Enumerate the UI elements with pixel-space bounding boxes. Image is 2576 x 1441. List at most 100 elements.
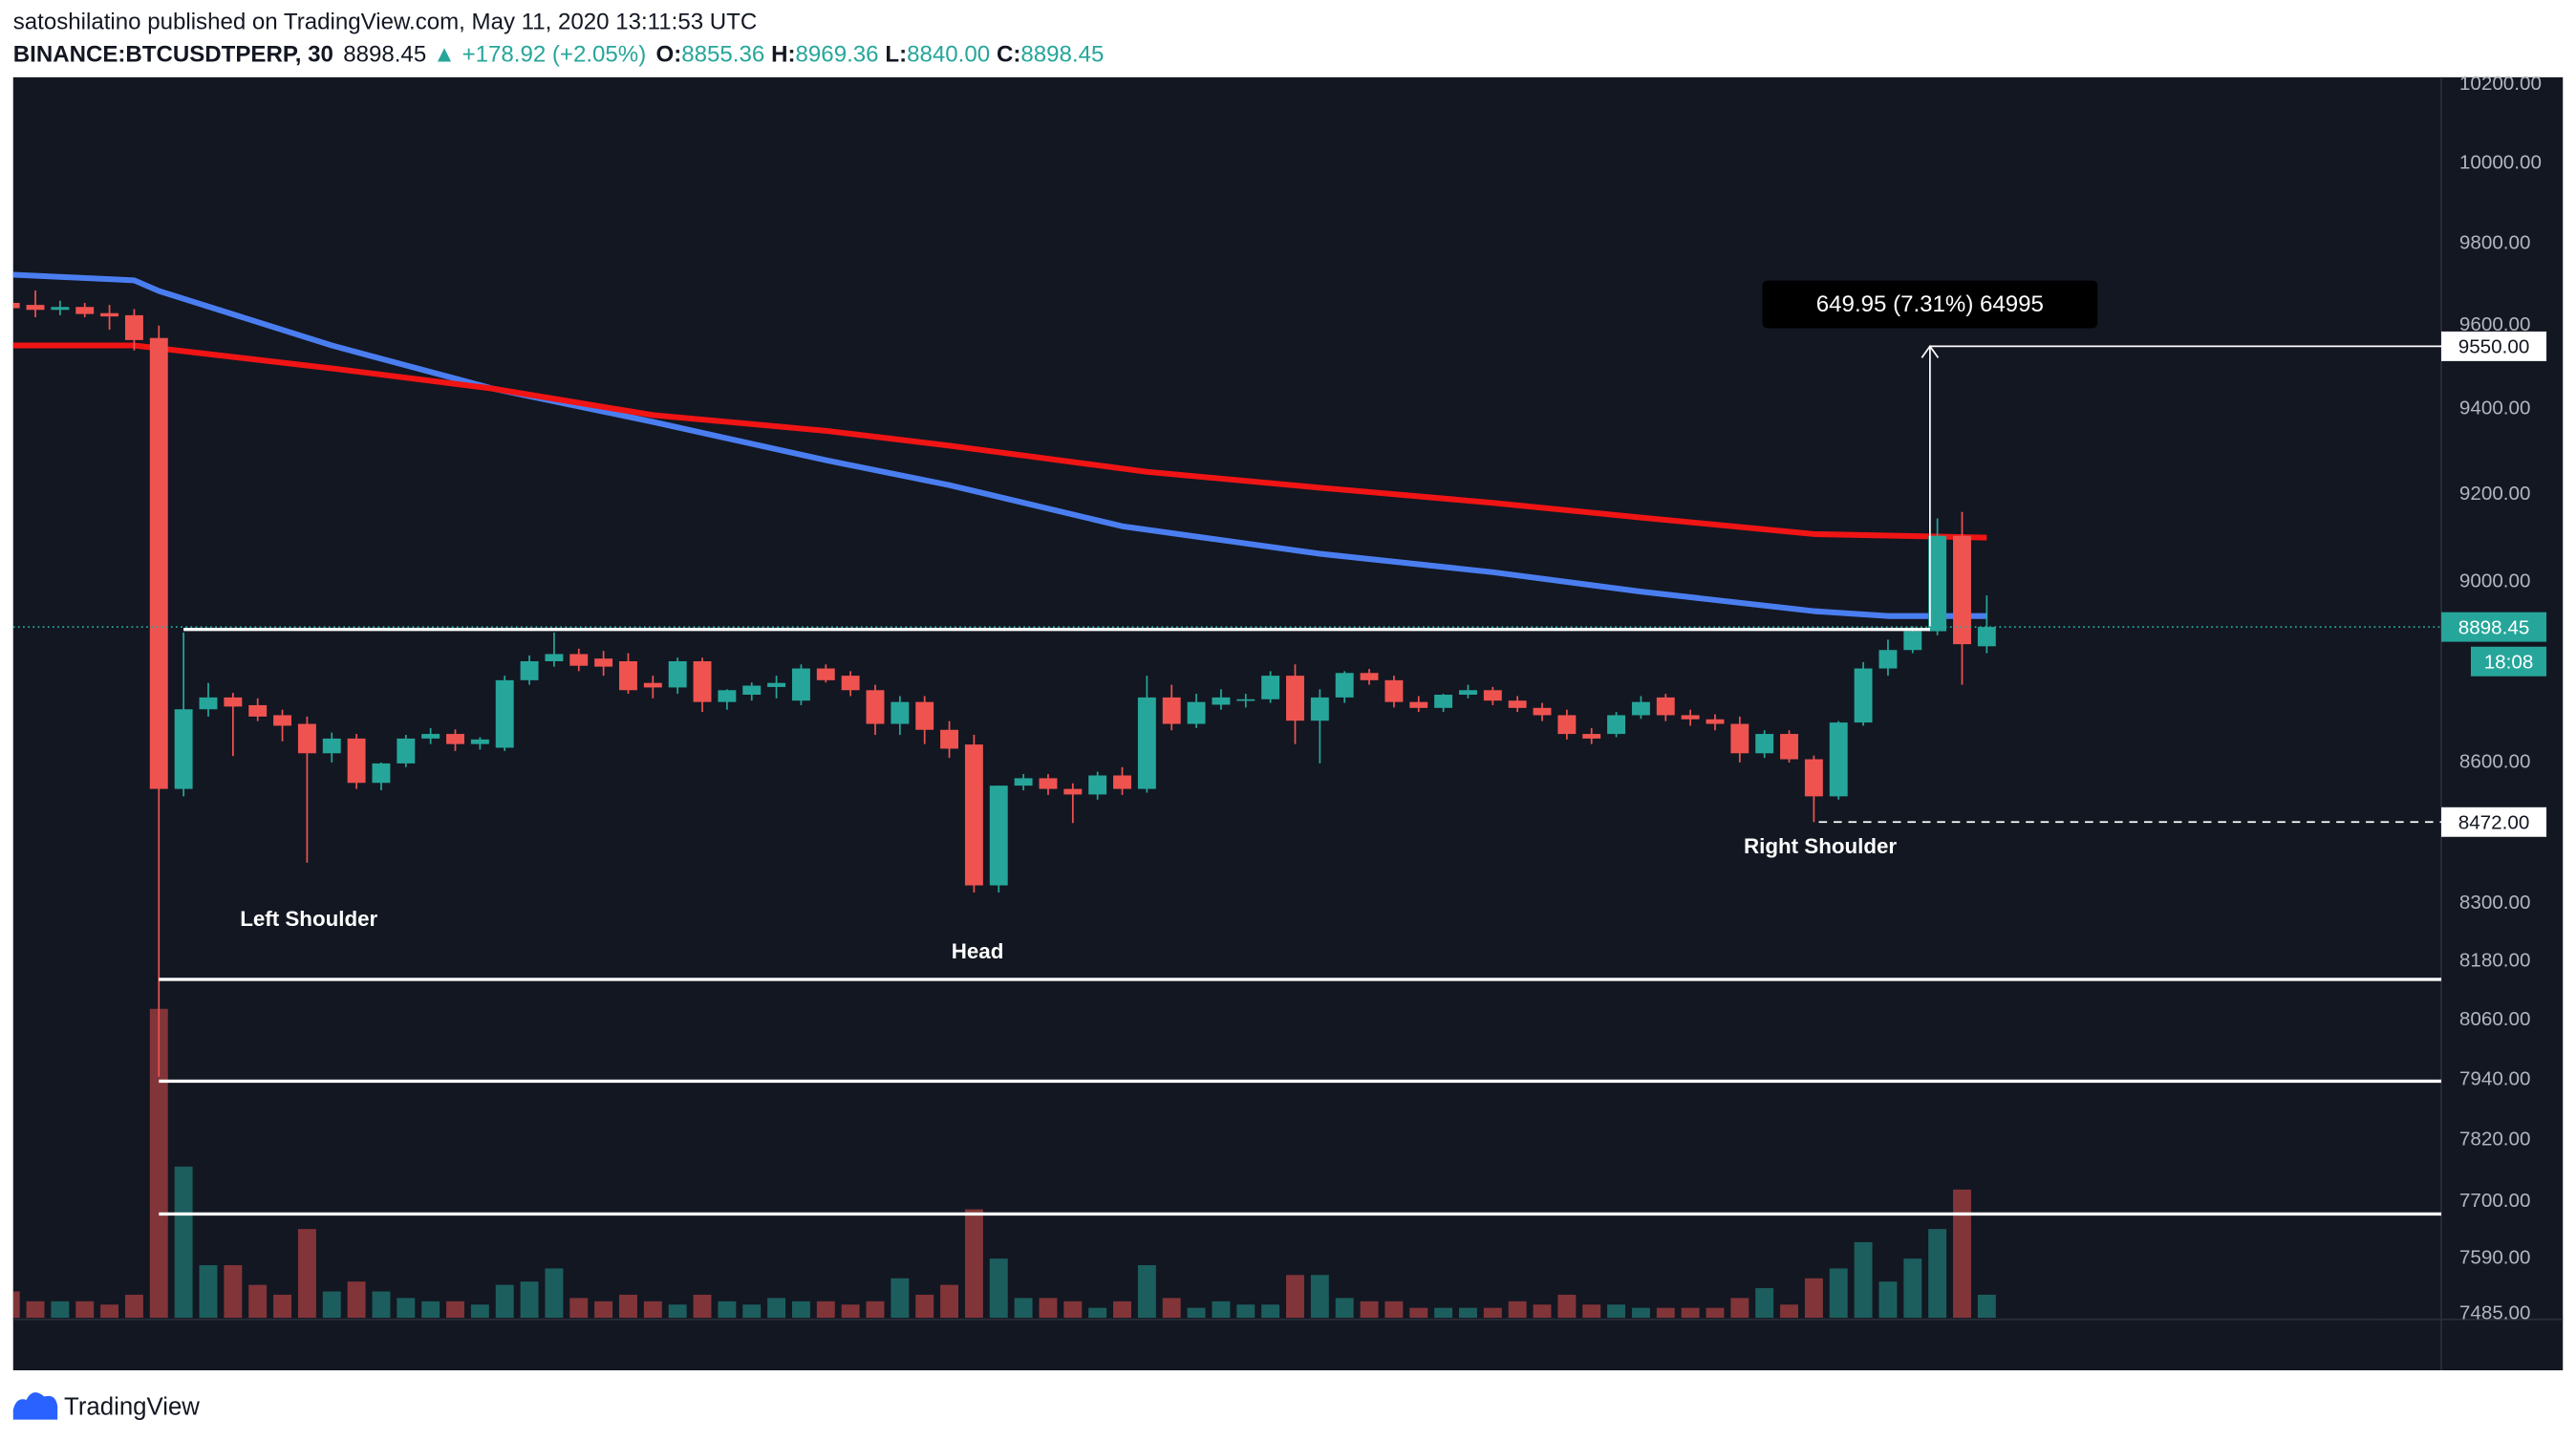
h: 8969.36 [796, 42, 879, 68]
candle-body [1187, 701, 1206, 724]
volume-bar [545, 1268, 564, 1318]
volume-bar [791, 1301, 810, 1318]
candle-body [989, 785, 1008, 886]
y-tick-label: 8300.00 [2459, 892, 2531, 914]
candle-body [891, 701, 910, 724]
candle-body [421, 734, 440, 739]
volume-bar [1236, 1304, 1256, 1318]
candle-body [1631, 701, 1650, 716]
annotation: Head [952, 939, 1004, 963]
candle-body [1508, 700, 1527, 708]
y-tick-label: 9400.00 [2459, 398, 2531, 419]
volume-bar [1804, 1278, 1823, 1318]
candle-body [915, 701, 934, 730]
candle-body [816, 668, 835, 680]
candle-body [569, 654, 589, 666]
price-label: 8898.45 [2458, 616, 2530, 638]
candle-body [322, 738, 341, 754]
volume-bar [841, 1304, 860, 1318]
candle-body [1286, 676, 1304, 721]
volume-bar [569, 1298, 589, 1318]
o-label: O: [656, 42, 682, 68]
volume-bar [26, 1301, 45, 1318]
volume-bar [322, 1291, 341, 1318]
moving-average [12, 342, 1987, 541]
volume-bar [397, 1298, 416, 1318]
volume-bar [1261, 1304, 1280, 1318]
candle-body [1607, 715, 1626, 735]
volume-bar [224, 1264, 243, 1318]
candle-body [520, 661, 539, 680]
volume-bar [1088, 1307, 1107, 1318]
candle-body [1854, 668, 1873, 723]
candle-body [767, 682, 786, 687]
volume-bar [1137, 1264, 1156, 1318]
brand: TradingView [64, 1393, 200, 1420]
candle-body [248, 704, 268, 717]
y-tick-label: 7590.00 [2459, 1247, 2531, 1269]
volume-bar [866, 1301, 885, 1318]
volume-bar [1706, 1307, 1725, 1318]
candle-body [964, 744, 983, 886]
volume-bar [1533, 1304, 1552, 1318]
candle-body [1014, 778, 1033, 786]
candle-body [742, 685, 762, 696]
symbol-line: BINANCE:BTCUSDTPERP, 30 8898.45 ▲ +178.92 … [13, 42, 1105, 68]
volume-bar [12, 1291, 20, 1318]
plot: 001003:0006:0009:0012:0015:0018:0021:001… [12, 271, 2442, 1318]
volume-bar [1014, 1298, 1033, 1318]
candle-body [1804, 759, 1823, 797]
volume-bar [1607, 1304, 1626, 1318]
volume-bar [1780, 1304, 1798, 1318]
candle-body [866, 690, 885, 724]
volume-bar [1360, 1301, 1379, 1318]
y-tick-label: 9000.00 [2459, 570, 2531, 591]
volume-bar [199, 1264, 218, 1318]
candle-body [1706, 719, 1725, 724]
candle-body [26, 305, 45, 311]
candle-body [545, 654, 564, 662]
volume-bar [1508, 1301, 1527, 1318]
candle-body [446, 734, 464, 744]
candle-body [1385, 679, 1404, 702]
volume-bar [1755, 1288, 1774, 1318]
y-tick-label: 7485.00 [2459, 1302, 2531, 1324]
price-label: 9550.00 [2458, 336, 2530, 358]
candle-body [1755, 734, 1774, 754]
volume-bar [964, 1209, 983, 1318]
candle-body [1236, 699, 1256, 701]
candle-body [594, 658, 613, 667]
volume-bar [174, 1166, 193, 1318]
volume-bar [1212, 1301, 1231, 1318]
candle-body [1434, 695, 1453, 708]
h-label: H: [771, 42, 795, 68]
volume-bar [1063, 1301, 1083, 1318]
volume-bar [421, 1301, 440, 1318]
candle-body [1903, 631, 1922, 651]
volume-bar [1854, 1241, 1873, 1318]
candle-body [1953, 535, 1971, 645]
candle-body [1977, 627, 1996, 647]
candle-body [199, 697, 218, 710]
candle-body [1409, 701, 1428, 708]
candle-body [495, 679, 514, 748]
l: 8840.00 [907, 42, 990, 68]
l-label: L: [885, 42, 907, 68]
candle-body [1878, 650, 1898, 669]
volume-bar [1458, 1307, 1477, 1318]
change: ▲ +178.92 (+2.05%) [433, 42, 646, 68]
candle-body [1656, 697, 1675, 716]
candle-body [1533, 707, 1552, 716]
o: 8855.36 [681, 42, 764, 68]
symbol: BINANCE:BTCUSDTPERP, 30 [13, 42, 333, 68]
volume-bar [149, 1008, 168, 1318]
last: 8898.45 [343, 42, 426, 68]
annotation: Right Shoulder [1744, 834, 1897, 858]
volume-bar [124, 1294, 143, 1318]
volume-bar [297, 1229, 316, 1318]
candle-body [791, 668, 810, 701]
y-tick-label: 9200.00 [2459, 483, 2531, 505]
volume-bar [1681, 1307, 1700, 1318]
measure-box [1762, 280, 2098, 329]
